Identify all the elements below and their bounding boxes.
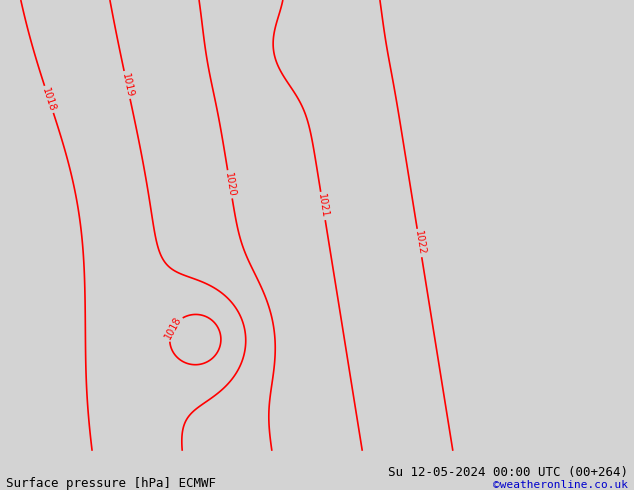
Text: 1020: 1020 <box>223 172 237 197</box>
Text: 1018: 1018 <box>162 315 183 341</box>
Text: 1021: 1021 <box>316 193 330 219</box>
Text: 1019: 1019 <box>120 72 134 98</box>
Text: Surface pressure [hPa] ECMWF: Surface pressure [hPa] ECMWF <box>6 476 216 490</box>
Text: Su 12-05-2024 00:00 UTC (00+264): Su 12-05-2024 00:00 UTC (00+264) <box>387 466 628 479</box>
Text: ©weatheronline.co.uk: ©weatheronline.co.uk <box>493 480 628 490</box>
Text: 1022: 1022 <box>413 230 426 256</box>
Text: 1018: 1018 <box>41 86 58 113</box>
